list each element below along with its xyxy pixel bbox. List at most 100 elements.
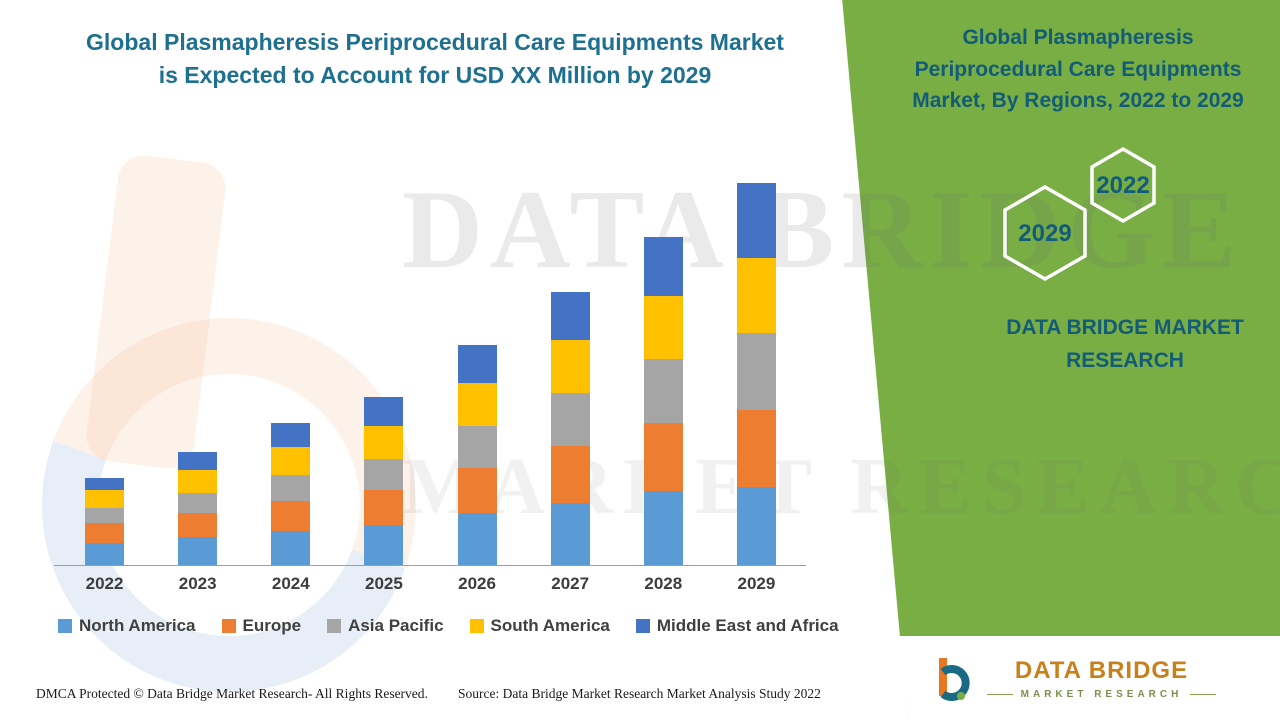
bar-segment	[85, 490, 125, 508]
x-axis-label: 2024	[271, 574, 310, 593]
legend-item: North America	[58, 616, 196, 636]
bar-segment	[271, 531, 311, 565]
legend-item: Asia Pacific	[327, 616, 444, 636]
hexagon-2022-label: 2022	[1096, 172, 1149, 199]
bar-segment	[271, 423, 311, 447]
bar-stack	[643, 237, 683, 565]
bar-stack	[550, 292, 590, 565]
bar-segment	[364, 459, 404, 490]
bar-stack	[271, 423, 311, 565]
legend-item: Europe	[221, 616, 302, 636]
legend-swatch	[469, 619, 484, 633]
right-panel-title-line2: Periprocedural Care Equipments	[914, 57, 1242, 81]
bar-segment	[457, 383, 497, 426]
bar-segment	[178, 452, 218, 470]
brand-line1: DATA BRIDGE MARKET	[1006, 316, 1244, 339]
bar-segment	[550, 292, 590, 340]
source-note: Source: Data Bridge Market Research Mark…	[458, 686, 821, 701]
legend-label: Middle East and Africa	[656, 616, 839, 635]
bar-segment	[85, 523, 125, 543]
brand-wordmark: DATA BRIDGE MARKET RESEARCH	[930, 312, 1280, 377]
stacked-bar-chart	[58, 165, 803, 565]
x-axis-line	[54, 565, 806, 566]
bar-segment	[271, 501, 311, 531]
x-axis-label: 2022	[85, 574, 124, 593]
hexagon-2029-outline	[1003, 184, 1087, 282]
logo-subtitle: MARKET RESEARCH	[1020, 688, 1183, 700]
bar-segment	[457, 513, 497, 565]
legend-item: Middle East and Africa	[635, 616, 839, 636]
x-axis-label: 2026	[458, 574, 496, 593]
bar-segment	[736, 258, 776, 333]
databridge-logo-icon	[938, 658, 970, 701]
bar-segment	[643, 491, 683, 565]
legend-label: North America	[79, 616, 196, 635]
logo-dash-right	[1190, 693, 1217, 695]
bar-segment	[364, 426, 404, 459]
bar-segment	[550, 446, 590, 503]
bar-segment	[736, 183, 776, 258]
x-axis-label: 2025	[365, 574, 403, 593]
right-panel-title-line3: Market, By Regions, 2022 to 2029	[912, 89, 1244, 112]
right-panel-title-line1: Global Plasmapheresis	[962, 26, 1194, 49]
bar-segment	[85, 508, 125, 523]
dmca-notice: DMCA Protected © Data Bridge Market Rese…	[36, 686, 428, 701]
bar-stack	[364, 397, 404, 565]
chart-title: Global Plasmapheresis Periprocedural Car…	[40, 26, 830, 93]
x-axis-label: 2029	[737, 574, 776, 593]
logo-subtitle-row: MARKET RESEARCH	[986, 688, 1217, 700]
x-axis-label: 2023	[178, 574, 217, 593]
bar-segment	[178, 513, 218, 537]
bar-segment	[550, 393, 590, 446]
legend-swatch	[58, 619, 72, 633]
bar-segment	[364, 397, 404, 426]
bar-column	[337, 165, 430, 565]
x-axis-labels: 2022 2023 2024 2025 2026 2027 2028 2029	[58, 574, 803, 594]
bar-segment	[457, 426, 497, 468]
bar-segment	[178, 537, 218, 565]
right-panel-title: Global Plasmapheresis Periprocedural Car…	[886, 22, 1270, 117]
bar-stack	[457, 345, 497, 565]
bar-stack	[85, 478, 125, 565]
hexagon-2029-label: 2029	[1018, 220, 1071, 247]
hexagon-2022-outline	[1090, 146, 1156, 224]
bar-segment	[643, 237, 683, 296]
legend-swatch	[635, 619, 650, 633]
bar-segment	[643, 296, 683, 359]
bar-column	[151, 165, 244, 565]
bar-segment	[271, 475, 311, 501]
bar-column	[244, 165, 337, 565]
logo-dash-left	[986, 693, 1013, 695]
bar-segment	[364, 525, 404, 565]
chart-title-line1: Global Plasmapheresis Periprocedural Car…	[86, 29, 784, 55]
bar-column	[524, 165, 617, 565]
bar-segment	[736, 333, 776, 410]
bar-column	[617, 165, 710, 565]
legend-label: South America	[490, 616, 610, 635]
logo-name: DATA BRIDGE	[1014, 656, 1189, 684]
bar-segment	[457, 468, 497, 513]
x-axis-label: 2028	[644, 574, 683, 593]
bar-segment	[643, 423, 683, 491]
logo-text: DATA BRIDGE MARKET RESEARCH	[986, 656, 1217, 700]
bar-segment	[85, 543, 125, 565]
brand-line2: RESEARCH	[1066, 348, 1184, 372]
bar-segment	[736, 487, 776, 565]
bar-segment	[178, 493, 218, 513]
legend-label: Asia Pacific	[348, 616, 444, 635]
bar-segment	[457, 345, 497, 383]
bar-segment	[364, 490, 404, 525]
bar-stack	[178, 452, 218, 565]
bar-column	[58, 165, 151, 565]
legend-swatch	[327, 619, 342, 633]
bar-segment	[271, 447, 311, 475]
bar-stack	[736, 183, 776, 565]
bar-segment	[85, 478, 125, 490]
legend-label: Europe	[242, 616, 302, 635]
bar-segment	[550, 340, 590, 393]
x-axis-label: 2027	[551, 574, 590, 593]
logo-block: DATA BRIDGE MARKET RESEARCH	[899, 636, 1280, 720]
bar-segment	[550, 503, 590, 565]
